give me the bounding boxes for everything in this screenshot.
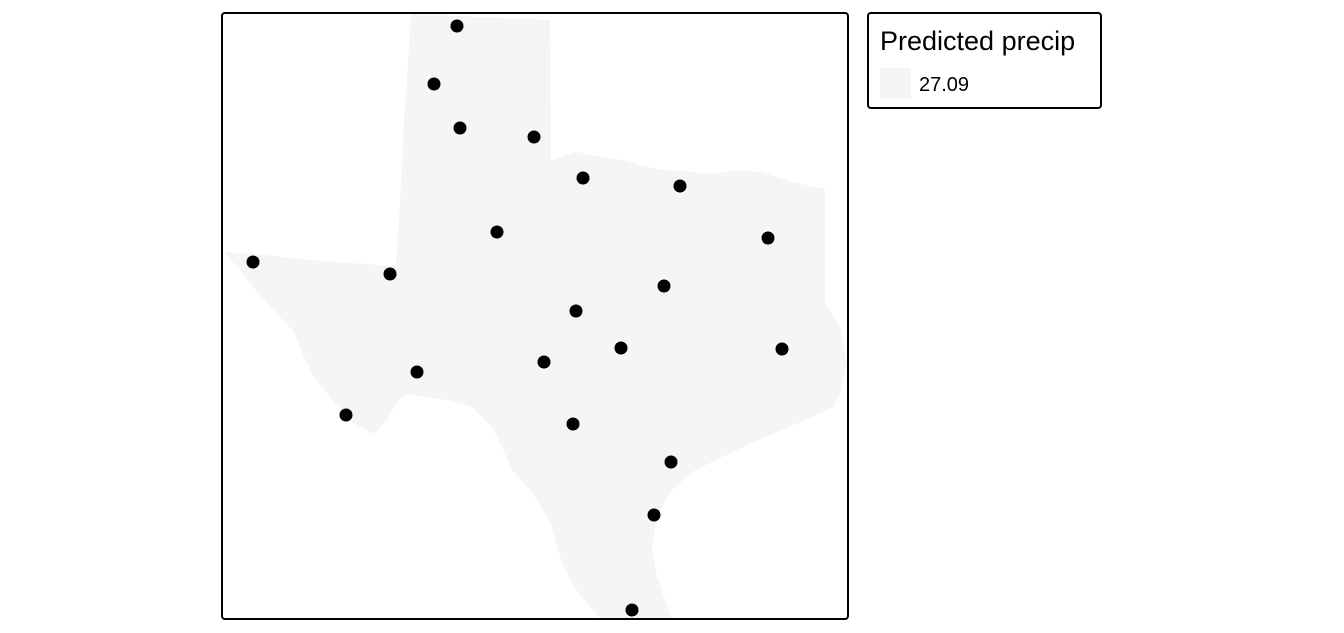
station-point [453, 121, 467, 135]
station-point [576, 171, 590, 185]
station-point [383, 267, 397, 281]
station-point [490, 225, 504, 239]
station-point [427, 77, 441, 91]
station-point [657, 279, 671, 293]
station-point [664, 455, 678, 469]
station-point [339, 408, 353, 422]
station-point [537, 355, 551, 369]
map-panel [221, 12, 849, 620]
legend: Predicted precip 27.09 [867, 12, 1102, 109]
station-point [761, 231, 775, 245]
station-point [527, 130, 541, 144]
station-point [246, 255, 260, 269]
legend-item-label: 27.09 [919, 74, 970, 96]
station-point [566, 417, 580, 431]
station-point [569, 304, 583, 318]
legend-title: Predicted precip [880, 26, 1076, 56]
legend-swatch [880, 68, 911, 99]
station-point [614, 341, 628, 355]
state-region [224, 14, 847, 618]
station-point [673, 179, 687, 193]
station-point [647, 508, 661, 522]
station-point [450, 19, 464, 33]
station-point [625, 603, 639, 617]
map-canvas [224, 14, 847, 618]
station-point [410, 365, 424, 379]
points-layer [246, 19, 789, 617]
station-point [775, 342, 789, 356]
